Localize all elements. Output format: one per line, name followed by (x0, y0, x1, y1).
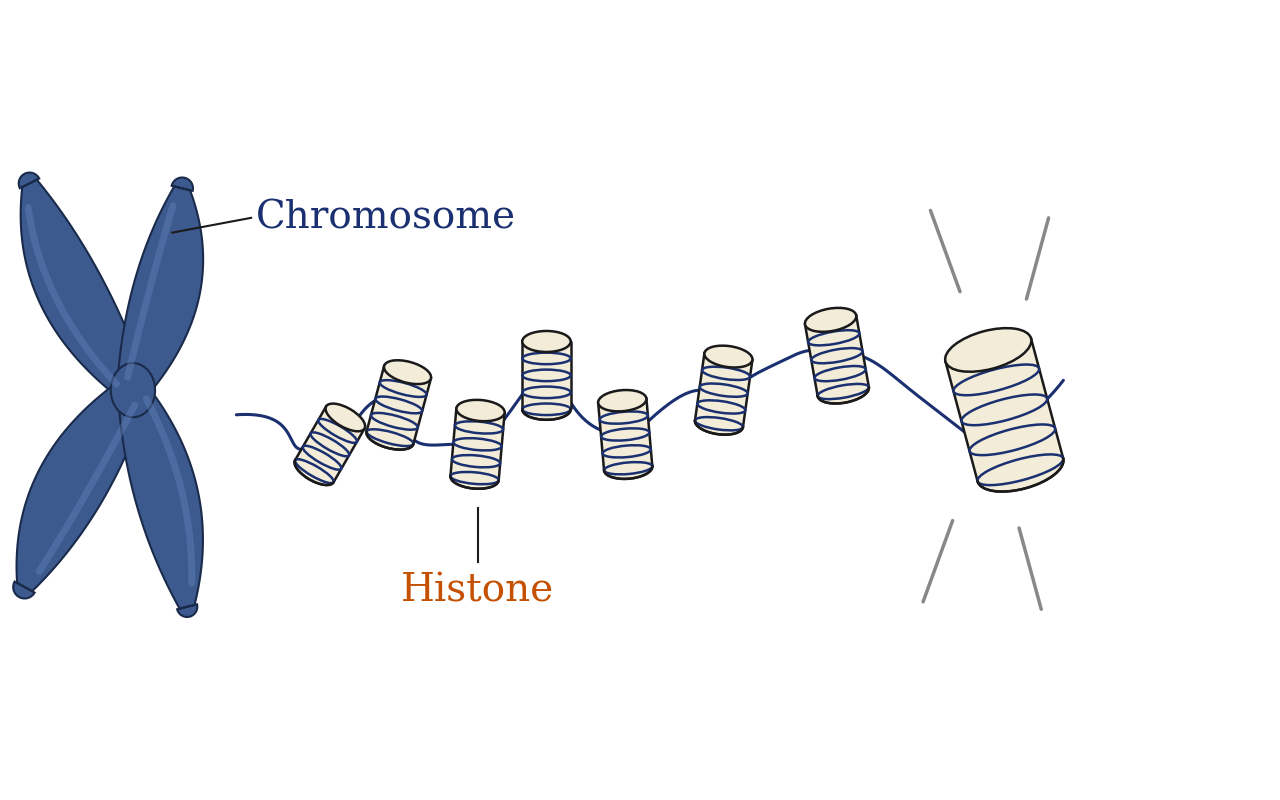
Bar (296, 406, 365, 482)
Polygon shape (19, 173, 147, 398)
Ellipse shape (325, 403, 365, 431)
Ellipse shape (977, 448, 1064, 491)
Ellipse shape (384, 360, 431, 384)
Bar (598, 398, 653, 470)
Ellipse shape (457, 400, 504, 421)
Text: Histone: Histone (401, 572, 554, 610)
Ellipse shape (604, 458, 653, 479)
Ellipse shape (695, 413, 742, 434)
Ellipse shape (805, 308, 856, 332)
Bar (451, 409, 504, 480)
Polygon shape (13, 382, 148, 598)
Ellipse shape (366, 426, 413, 450)
Bar (695, 354, 753, 427)
Bar (805, 315, 869, 396)
Bar (946, 338, 1064, 482)
Ellipse shape (704, 346, 753, 367)
Ellipse shape (818, 379, 869, 403)
Bar (366, 366, 431, 444)
Ellipse shape (522, 398, 571, 420)
Ellipse shape (451, 467, 499, 489)
Text: Chromosome: Chromosome (256, 199, 516, 236)
Polygon shape (118, 386, 204, 617)
Ellipse shape (945, 328, 1032, 372)
Polygon shape (118, 178, 204, 394)
Ellipse shape (522, 331, 571, 352)
Ellipse shape (294, 458, 334, 485)
Ellipse shape (598, 390, 646, 411)
Bar (522, 342, 571, 410)
Ellipse shape (111, 363, 155, 418)
